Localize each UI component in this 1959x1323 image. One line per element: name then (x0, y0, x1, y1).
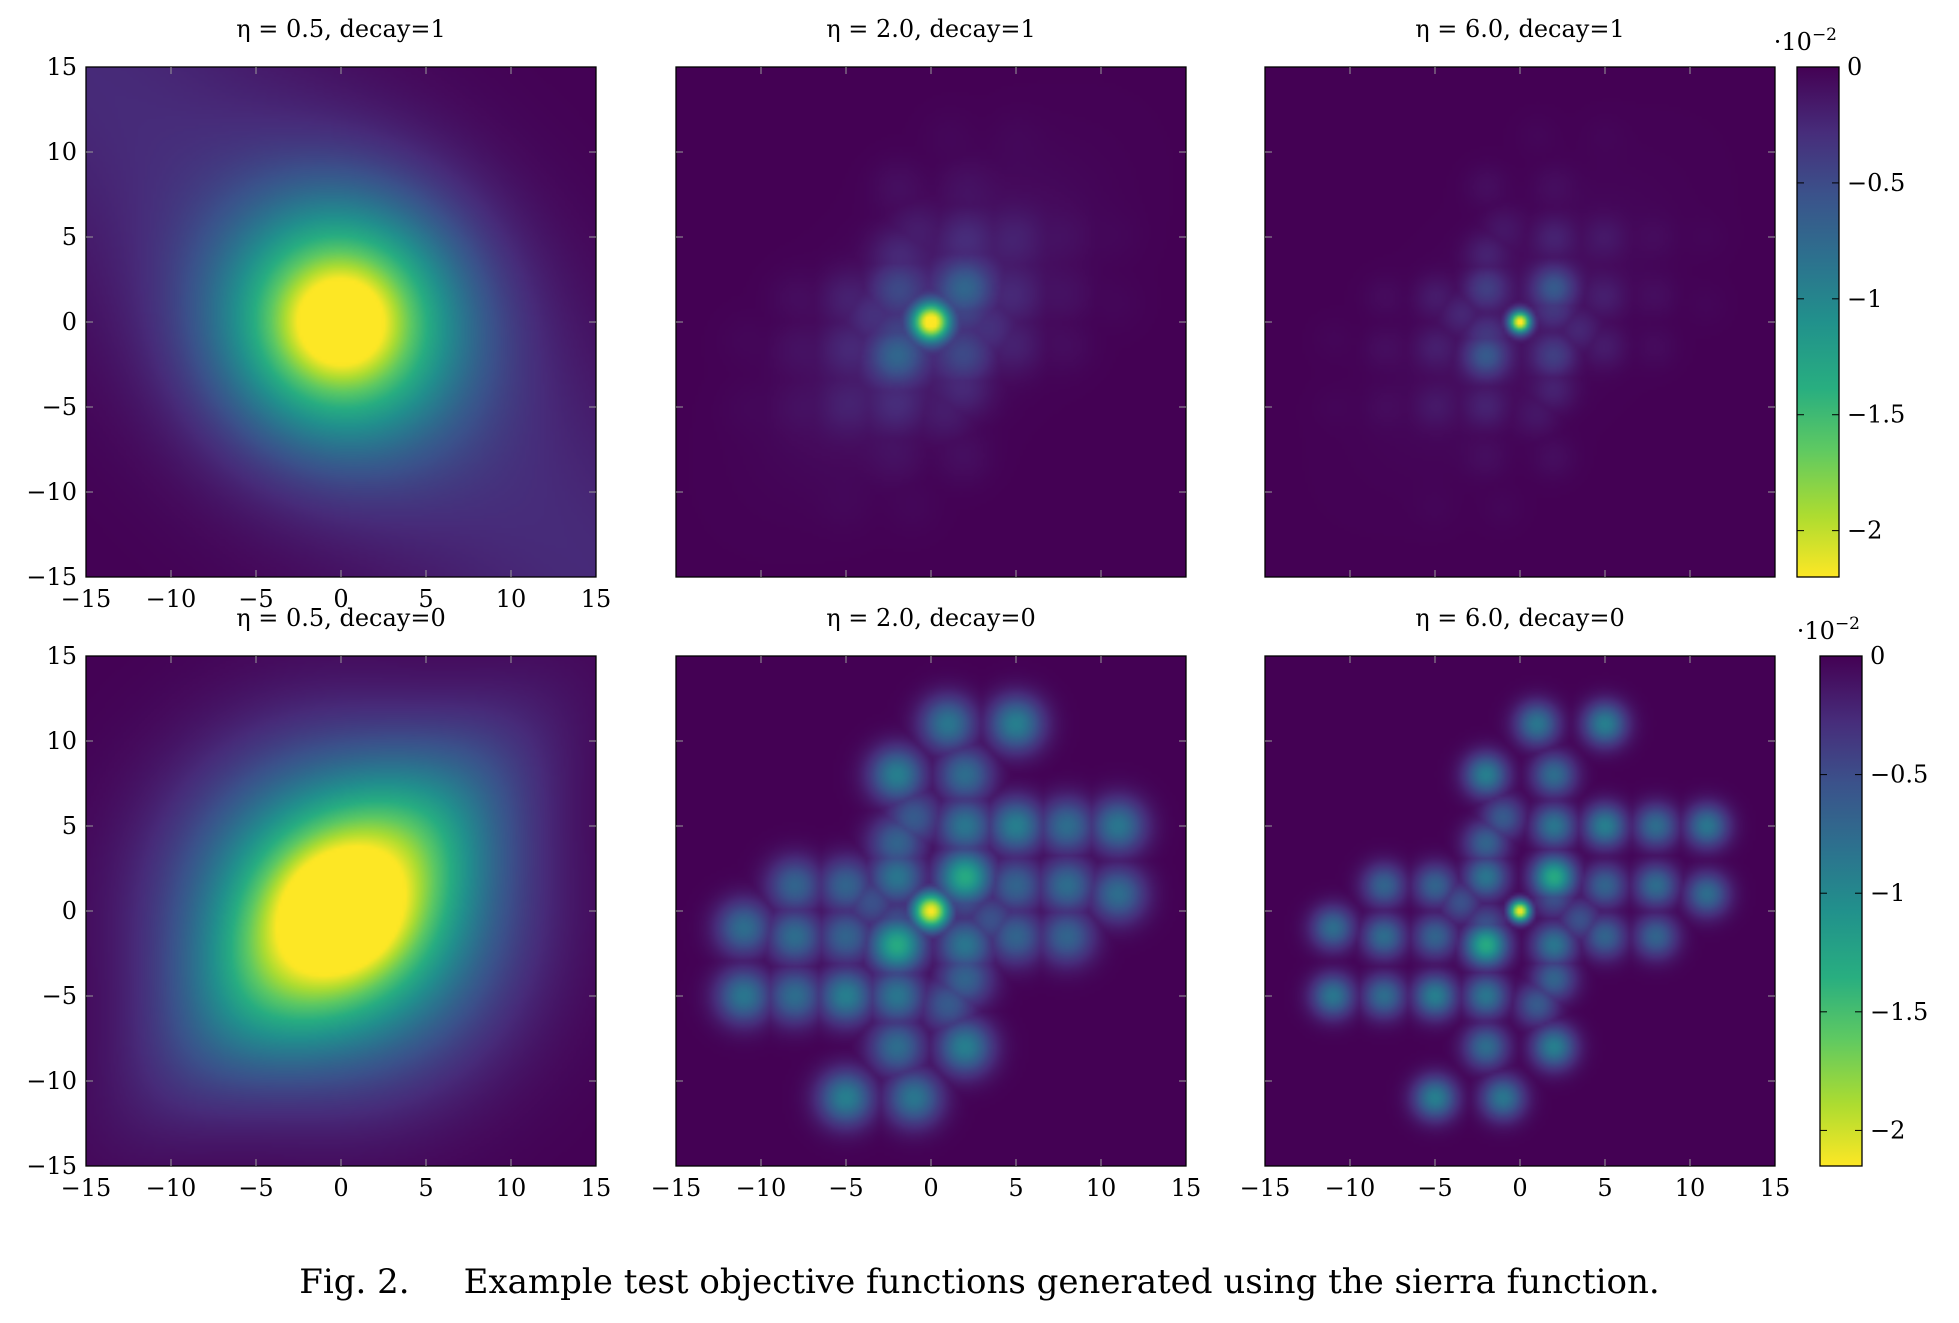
x-tick-label: −15 (1240, 1174, 1291, 1202)
colorbar-gradient (1796, 66, 1840, 578)
x-tick-label: 15 (581, 585, 612, 613)
y-tick-label: 0 (62, 897, 77, 925)
colorbar-tick-label: −0.5 (1847, 169, 1905, 197)
x-tick-label: 0 (923, 1174, 938, 1202)
y-tick-label: 15 (46, 53, 77, 81)
x-tick-label: 15 (581, 1174, 612, 1202)
x-tick-label: 0 (333, 585, 348, 613)
heatmap-image (1265, 656, 1775, 1166)
subplot-2-1: η = 0.5, decay=0 −15−15 −10 −10 −5 −5 0 0 5 5 10 10… (26, 604, 611, 1202)
y-tick-label: 5 (62, 812, 77, 840)
x-tick-label: 5 (1008, 1174, 1023, 1202)
colorbar-tick-label: −1.5 (1870, 998, 1928, 1026)
colorbar: 0 −0.5 −1 −1.5 −2 ·10−2 (1797, 614, 1928, 1167)
subplot-1-1: η = 0.5, decay=1 −15−15 −10 −10 −5 −5 0 0 5 5 10 10… (26, 15, 611, 613)
x-tick-label: −5 (1417, 1174, 1452, 1202)
colorbar: 0 −0.5 −1 −1.5 −2 ·10−2 (1774, 25, 1905, 578)
x-tick-label: 5 (1597, 1174, 1612, 1202)
x-tick-label: −5 (828, 1174, 863, 1202)
colorbar-tick-label: −2 (1847, 517, 1882, 545)
x-tick-label: 0 (333, 1174, 348, 1202)
x-tick-label: 15 (1171, 1174, 1202, 1202)
colorbar-exponent: ·10−2 (1774, 25, 1837, 56)
subplot-title: η = 6.0, decay=1 (1415, 15, 1624, 43)
y-tick-label: 10 (46, 727, 77, 755)
x-tick-label: 5 (418, 1174, 433, 1202)
y-tick-label: 5 (62, 223, 77, 251)
x-tick-label: 10 (1086, 1174, 1117, 1202)
y-tick-label: −15 (26, 563, 77, 591)
x-tick-label: 10 (496, 585, 527, 613)
subplot-2-2: η = 2.0, decay=0 −15 −10 −5 0 5 10 15 (651, 604, 1202, 1202)
x-tick-label: −15 (651, 1174, 702, 1202)
subplot-title: η = 0.5, decay=0 (236, 604, 445, 632)
x-tick-label: −10 (1325, 1174, 1376, 1202)
x-tick-label: −15 (61, 1174, 112, 1202)
y-tick-label: −15 (26, 1152, 77, 1180)
y-tick-label: 10 (46, 138, 77, 166)
y-tick-label: 0 (62, 308, 77, 336)
y-tick-label: −5 (42, 982, 77, 1010)
y-tick-label: 15 (46, 642, 77, 670)
subplot-1-2: η = 2.0, decay=1 (675, 15, 1187, 578)
colorbar-tick-label: −0.5 (1870, 761, 1928, 789)
x-tick-label: −10 (736, 1174, 787, 1202)
x-tick-label: −15 (61, 585, 112, 613)
colorbar-tick-label: −1.5 (1847, 401, 1905, 429)
figure-caption: Fig. 2. Example test objective functions… (0, 1262, 1959, 1302)
caption-label: Fig. 2. (299, 1262, 410, 1302)
x-tick-label: −5 (238, 1174, 273, 1202)
x-tick-label: 10 (1675, 1174, 1706, 1202)
subplot-title: η = 0.5, decay=1 (236, 15, 445, 43)
subplot-title: η = 2.0, decay=0 (826, 604, 1035, 632)
y-tick-label: −10 (26, 1067, 77, 1095)
y-tick-label: −5 (42, 393, 77, 421)
colorbar-gradient (1819, 655, 1863, 1167)
x-tick-label: 0 (1512, 1174, 1527, 1202)
subplot-title: η = 6.0, decay=0 (1415, 604, 1624, 632)
heatmap-image (86, 656, 596, 1166)
subplot-2-3: η = 6.0, decay=0 −15 −10 −5 0 5 10 15 (1240, 604, 1791, 1202)
heatmap-image (676, 656, 1186, 1166)
heatmap-image (86, 67, 596, 577)
colorbar-tick-label: 0 (1847, 53, 1862, 81)
colorbar-tick-label: −2 (1870, 1116, 1905, 1144)
colorbar-tick-label: −1 (1870, 879, 1905, 907)
subplot-1-3: η = 6.0, decay=1 (1264, 15, 1776, 578)
subplot-grid: η = 0.5, decay=1−15−15−10−10−5−500551010… (26, 15, 1928, 1202)
heatmap-image (676, 67, 1186, 577)
x-tick-label: 15 (1760, 1174, 1791, 1202)
colorbar-tick-label: −1 (1847, 285, 1882, 313)
heatmap-image (1265, 67, 1775, 577)
caption-text: Example test objective functions generat… (463, 1262, 1660, 1302)
x-tick-label: −10 (146, 585, 197, 613)
colorbar-exponent: ·10−2 (1797, 614, 1860, 645)
subplot-title: η = 2.0, decay=1 (826, 15, 1035, 43)
x-tick-label: −10 (146, 1174, 197, 1202)
x-tick-label: 10 (496, 1174, 527, 1202)
colorbar-tick-label: 0 (1870, 642, 1885, 670)
x-tick-label: 5 (418, 585, 433, 613)
x-tick-label: −5 (238, 585, 273, 613)
y-tick-label: −10 (26, 478, 77, 506)
